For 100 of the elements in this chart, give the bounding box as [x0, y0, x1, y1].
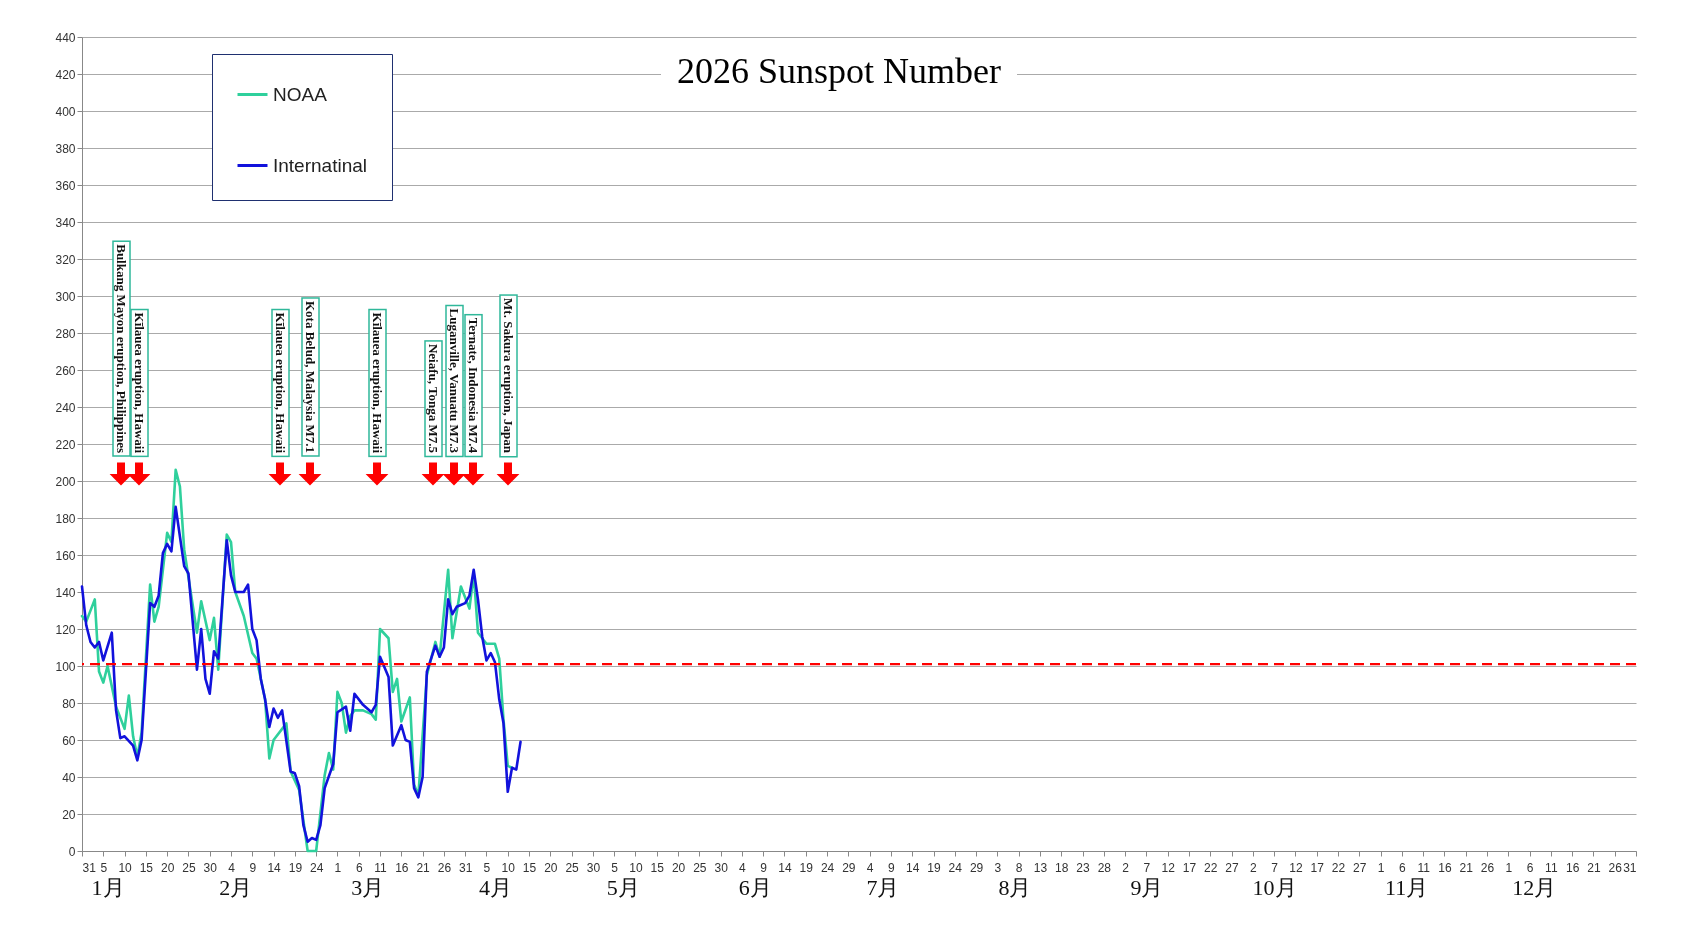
x-tick-label: 26: [1608, 860, 1623, 875]
x-tick-label: 20: [160, 860, 175, 875]
x2-tick-label: 6月: [738, 874, 772, 900]
x-tick-label: 6: [1398, 860, 1406, 875]
x2-tick-label: 3月: [351, 874, 385, 900]
x2-tick-label: 11月: [1385, 874, 1429, 900]
x-tick-label: 4: [739, 860, 747, 875]
x-tick-label: 29: [969, 860, 984, 875]
x-tick-label: 1: [1377, 860, 1385, 875]
x-tick-label: 15: [139, 860, 154, 875]
x-tick-label: 27: [1225, 860, 1240, 875]
x-tick-label: 31: [1623, 860, 1637, 875]
x-tick-label: 4: [866, 860, 874, 875]
y-tick-label: 40: [62, 770, 76, 785]
x-tick-label: 25: [565, 860, 580, 875]
x-tick-label: 2: [1122, 860, 1130, 875]
x-tick-label: 31: [82, 860, 97, 875]
annotation: Ternate, Indonesia M7.4: [466, 317, 481, 454]
annotation: Neiafu, Tonga M7.5: [426, 343, 441, 454]
y-tick-label: 160: [55, 548, 76, 563]
annotation: Kīlauea eruption, Hawaii: [273, 312, 288, 454]
x-tick-label: 10: [118, 860, 133, 875]
x-tick-label: 30: [714, 860, 729, 875]
x-tick-label: 11: [1417, 860, 1431, 875]
x-tick-label: 10: [629, 860, 643, 875]
x-tick-label: 5: [483, 860, 491, 875]
x2-tick-label: 1月: [91, 874, 125, 900]
x-tick-label: 17: [1182, 860, 1197, 875]
y-tick-label: 220: [55, 437, 76, 452]
x-tick-label: 2: [1249, 860, 1257, 875]
x-tick-label: 30: [586, 860, 601, 875]
x-tick-label: 29: [842, 860, 856, 875]
x-tick-label: 1: [334, 860, 342, 875]
annotation: Kota Belud, Malaysia M7.1: [303, 300, 318, 453]
x2-tick-label: 9月: [1130, 874, 1164, 900]
x2-tick-label: 10月: [1252, 874, 1297, 900]
x-tick-label: 22: [1204, 860, 1218, 875]
y-tick-label: 0: [68, 844, 76, 859]
y-tick-label: 180: [55, 511, 76, 526]
y-tick-label: 240: [55, 400, 76, 415]
x-tick-label: 5: [100, 860, 108, 875]
x-tick-label: 5: [611, 860, 619, 875]
x-tick-label: 7: [1271, 860, 1279, 875]
x-tick-label: 25: [693, 860, 707, 875]
y-tick-label: 360: [55, 178, 76, 193]
x-tick-label: 18: [1055, 860, 1069, 875]
x-tick-label: 24: [309, 860, 324, 875]
x-tick-label: 19: [927, 860, 941, 875]
x-tick-label: 14: [778, 860, 792, 875]
chart-title: 2026 Sunspot Number: [677, 51, 1002, 91]
y-tick-label: 140: [55, 585, 76, 600]
y-tick-label: 100: [55, 659, 76, 674]
x-tick-label: 10: [501, 860, 516, 875]
x-tick-label: 8: [1015, 860, 1023, 875]
x-tick-label: 12: [1161, 860, 1176, 875]
x-tick-label: 26: [437, 860, 452, 875]
x-tick-label: 4: [228, 860, 236, 875]
x-tick-label: 12: [1289, 860, 1303, 875]
x-tick-label: 20: [544, 860, 558, 875]
x-tick-label: 15: [522, 860, 537, 875]
x-tick-label: 13: [1033, 860, 1048, 875]
x-tick-label: 30: [203, 860, 218, 875]
y-tick-label: 440: [55, 30, 76, 45]
x-tick-label: 15: [650, 860, 665, 875]
y-tick-label: 380: [55, 141, 76, 156]
x2-tick-label: 5月: [606, 874, 640, 900]
x-tick-label: 7: [1143, 860, 1151, 875]
x2-tick-label: 12月: [1512, 874, 1557, 900]
annotation: Mt. Sakura eruption, Japan: [501, 298, 516, 454]
y-tick-label: 300: [55, 289, 76, 304]
x-tick-label: 16: [395, 860, 409, 875]
x-tick-label: 3: [994, 860, 1002, 875]
x2-tick-label: 7月: [866, 874, 900, 900]
x2-tick-label: 2月: [219, 874, 253, 900]
x-tick-label: 1: [1505, 860, 1513, 875]
y-tick-label: 340: [55, 215, 76, 230]
x-tick-label: 27: [1353, 860, 1367, 875]
x-tick-label: 14: [906, 860, 920, 875]
x-tick-label: 9: [888, 860, 896, 875]
x-tick-label: 19: [288, 860, 303, 875]
x-tick-label: 9: [760, 860, 768, 875]
legend-label: Internatinal: [273, 154, 368, 176]
x-tick-label: 25: [182, 860, 196, 875]
x2-tick-label: 8月: [998, 874, 1032, 900]
x-tick-label: 11: [374, 860, 388, 875]
x-tick-label: 6: [1526, 860, 1534, 875]
x-tick-label: 24: [820, 860, 835, 875]
y-tick-label: 200: [55, 474, 76, 489]
x-tick-label: 23: [1076, 860, 1091, 875]
y-tick-label: 420: [55, 67, 76, 82]
y-tick-label: 400: [55, 104, 76, 119]
annotation: Kīlauea eruption, Hawaii: [132, 312, 147, 454]
x-tick-label: 20: [671, 860, 686, 875]
y-tick-label: 20: [62, 807, 76, 822]
x-tick-label: 17: [1310, 860, 1325, 875]
x-tick-label: 21: [1459, 860, 1474, 875]
annotation: Kīlauea eruption, Hawaii: [370, 312, 385, 454]
x-tick-label: 11: [1545, 860, 1558, 875]
y-tick-label: 280: [55, 326, 76, 341]
x-tick-label: 19: [799, 860, 814, 875]
